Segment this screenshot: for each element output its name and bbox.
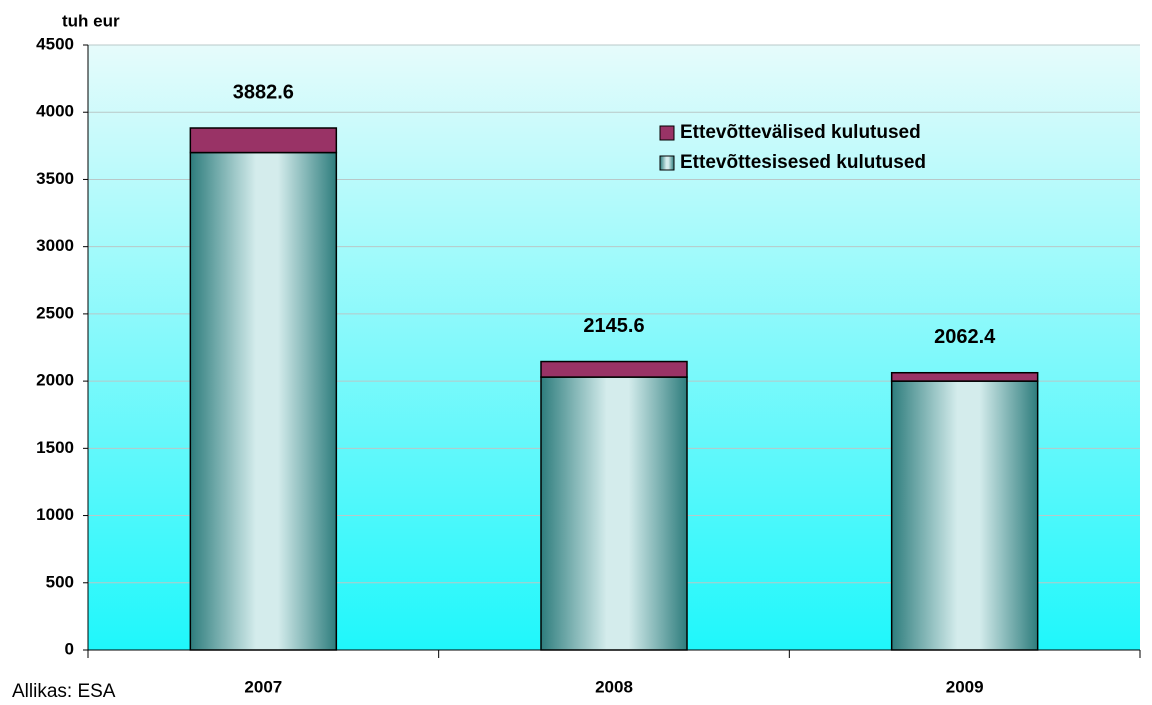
y-tick-label: 2500 bbox=[36, 303, 74, 322]
x-tick-label: 2008 bbox=[595, 677, 633, 696]
bar-segment bbox=[890, 380, 1039, 651]
y-tick-label: 3000 bbox=[36, 236, 74, 255]
bar-segment bbox=[189, 127, 338, 154]
legend-label: Ettevõttevälised kulutused bbox=[680, 122, 921, 143]
y-tick-label: 4000 bbox=[36, 102, 74, 121]
bar-segment bbox=[540, 360, 688, 378]
legend-swatch bbox=[659, 155, 675, 171]
y-tick-label: 2000 bbox=[36, 371, 74, 390]
source: Allikas: ESA bbox=[12, 681, 116, 702]
x-tick-label: 2009 bbox=[946, 677, 984, 696]
y-axis-label: tuh eur bbox=[62, 11, 120, 30]
total-label: 3882.6 bbox=[233, 81, 294, 103]
bar-segment bbox=[890, 371, 1039, 382]
y-tick-label: 1500 bbox=[36, 438, 74, 457]
legend-label: Ettevõttesisesed kulutused bbox=[680, 152, 926, 173]
y-tick-label: 4500 bbox=[36, 34, 74, 53]
total-label: 2062.4 bbox=[934, 326, 996, 348]
legend-swatch bbox=[659, 125, 675, 141]
y-tick-label: 500 bbox=[46, 572, 74, 591]
y-tick-label: 3500 bbox=[36, 169, 74, 188]
bar-segment bbox=[189, 151, 338, 651]
bar-segment bbox=[540, 376, 688, 651]
y-tick-label: 0 bbox=[65, 639, 74, 658]
total-label: 2145.6 bbox=[583, 315, 644, 337]
x-tick-label: 2007 bbox=[244, 677, 282, 696]
y-tick-label: 1000 bbox=[36, 505, 74, 524]
